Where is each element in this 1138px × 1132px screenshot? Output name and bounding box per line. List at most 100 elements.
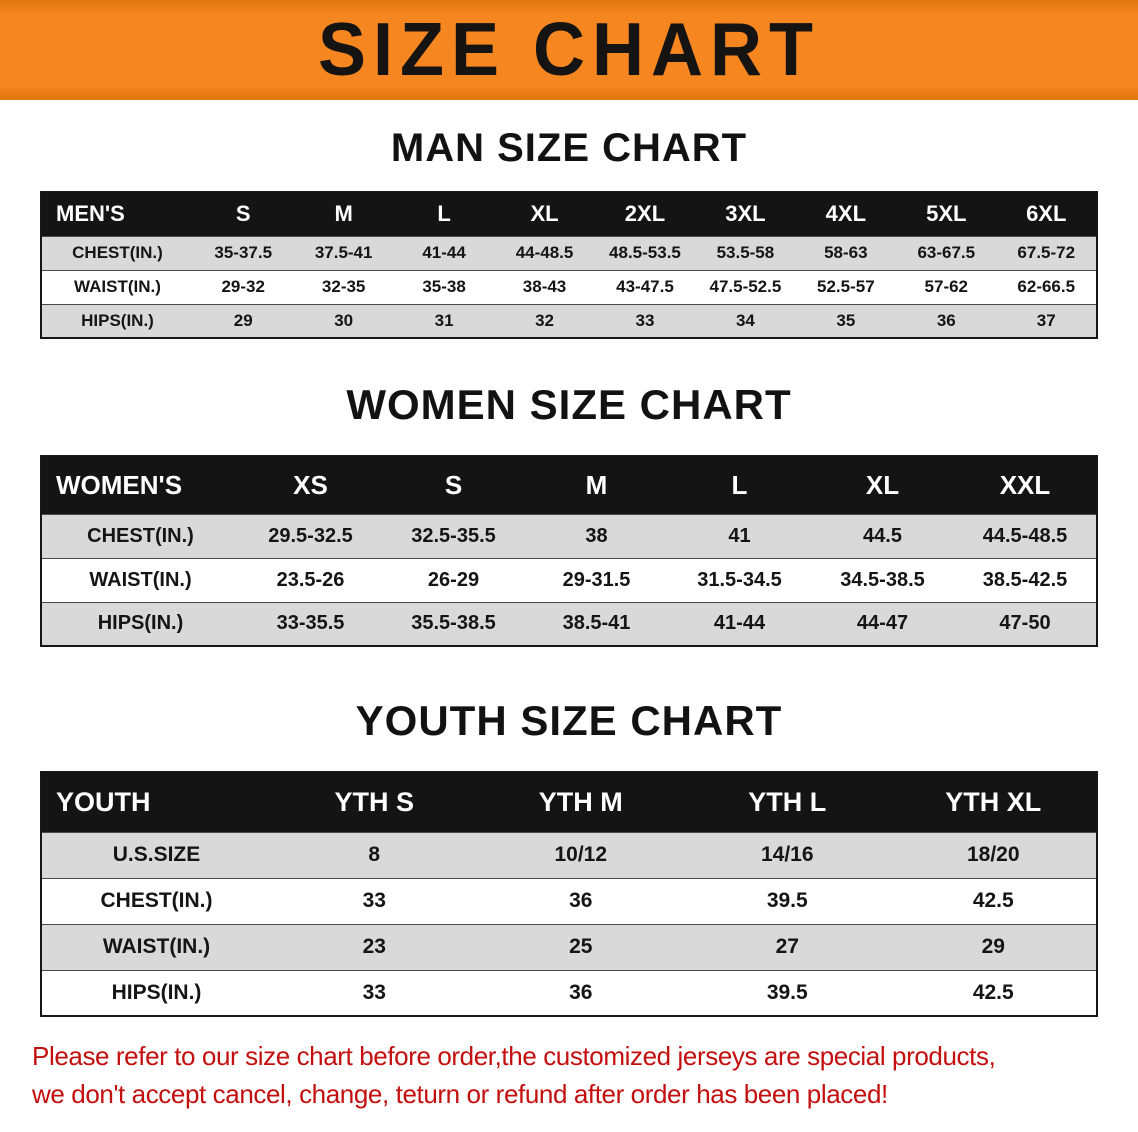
value-cell: 47-50 xyxy=(954,601,1097,646)
value-cell: 29 xyxy=(193,303,294,338)
value-cell: 25 xyxy=(477,923,684,970)
value-cell: 37.5-41 xyxy=(293,235,394,270)
value-cell: 38 xyxy=(525,513,668,558)
table-row: WAIST(IN.) 23 25 27 29 xyxy=(41,923,1097,970)
size-header-cell: M xyxy=(293,192,394,236)
value-cell: 57-62 xyxy=(896,269,997,304)
size-chart-banner: SIZE CHART xyxy=(0,0,1138,100)
value-cell: 39.5 xyxy=(684,969,891,1016)
table-row: WAIST(IN.) 29-32 32-35 35-38 38-43 43-47.5 47.… xyxy=(41,269,1097,304)
size-header-cell: S xyxy=(382,456,525,514)
size-header-cell: YTH XL xyxy=(890,772,1097,832)
table-row: CHEST(IN.) 35-37.5 37.5-41 41-44 44-48.5 48.5… xyxy=(41,235,1097,270)
row-label-cell: WAIST(IN.) xyxy=(41,557,239,602)
row-label-cell: U.S.SIZE xyxy=(41,831,271,878)
value-cell: 33-35.5 xyxy=(239,601,382,646)
women-size-table: WOMEN'S XS S M L XL XXL CHEST(IN.) 29.5-32.5 32.5… xyxy=(40,455,1098,647)
value-cell: 48.5-53.5 xyxy=(594,235,696,270)
row-label-cell: WAIST(IN.) xyxy=(41,269,193,304)
value-cell: 41-44 xyxy=(668,601,811,646)
value-cell: 14/16 xyxy=(684,831,891,878)
size-header-cell: YTH S xyxy=(271,772,478,832)
value-cell: 36 xyxy=(477,877,684,924)
size-header-cell: 2XL xyxy=(594,192,696,236)
value-cell: 33 xyxy=(594,303,696,338)
value-cell: 33 xyxy=(271,969,478,1016)
value-cell: 41 xyxy=(668,513,811,558)
value-cell: 52.5-57 xyxy=(795,269,897,304)
value-cell: 29 xyxy=(890,923,1097,970)
footnote: Please refer to our size chart before or… xyxy=(0,1037,1138,1113)
value-cell: 42.5 xyxy=(890,969,1097,1016)
value-cell: 26-29 xyxy=(382,557,525,602)
header-row: WOMEN'S XS S M L XL XXL xyxy=(41,456,1097,514)
value-cell: 43-47.5 xyxy=(594,269,696,304)
man-chart-heading: MAN SIZE CHART xyxy=(390,126,748,170)
value-cell: 53.5-58 xyxy=(695,235,796,270)
value-cell: 35-38 xyxy=(393,269,495,304)
banner-title: SIZE CHART xyxy=(318,8,820,93)
table-row: WAIST(IN.) 23.5-26 26-29 29-31.5 31.5-34.5 34… xyxy=(41,557,1097,602)
value-cell: 35-37.5 xyxy=(193,235,294,270)
value-cell: 33 xyxy=(271,877,478,924)
value-cell: 63-67.5 xyxy=(896,235,997,270)
value-cell: 67.5-72 xyxy=(996,235,1097,270)
value-cell: 23 xyxy=(271,923,478,970)
charts-main: MAN SIZE CHART MEN'S S M L XL 2XL 3XL 4XL 5XL 6XL… xyxy=(0,126,1138,1017)
value-cell: 62-66.5 xyxy=(996,269,1097,304)
table-row: CHEST(IN.) 33 36 39.5 42.5 xyxy=(41,877,1097,924)
value-cell: 44.5-48.5 xyxy=(954,513,1097,558)
size-header-cell: S xyxy=(193,192,294,236)
size-header-cell: 4XL xyxy=(795,192,897,236)
row-label-cell: CHEST(IN.) xyxy=(41,513,239,558)
value-cell: 10/12 xyxy=(477,831,684,878)
women-size-chart-section: WOMEN SIZE CHART WOMEN'S XS S M L XL XXL CHEST(… xyxy=(0,381,1138,647)
size-header-cell: YTH L xyxy=(684,772,891,832)
value-cell: 36 xyxy=(896,303,997,338)
row-label-cell: WAIST(IN.) xyxy=(41,923,271,970)
value-cell: 35.5-38.5 xyxy=(382,601,525,646)
value-cell: 44-47 xyxy=(811,601,954,646)
row-label-cell: CHEST(IN.) xyxy=(41,877,271,924)
size-header-cell: M xyxy=(525,456,668,514)
value-cell: 32-35 xyxy=(293,269,394,304)
women-chart-heading: WOMEN SIZE CHART xyxy=(346,381,792,428)
value-cell: 31 xyxy=(393,303,495,338)
size-header-cell: 6XL xyxy=(996,192,1097,236)
size-header-cell: XXL xyxy=(954,456,1097,514)
size-header-cell: XL xyxy=(494,192,595,236)
value-cell: 29.5-32.5 xyxy=(239,513,382,558)
value-cell: 47.5-52.5 xyxy=(695,269,796,304)
value-cell: 31.5-34.5 xyxy=(668,557,811,602)
value-cell: 18/20 xyxy=(890,831,1097,878)
footnote-line-2: we don't accept cancel, change, teturn o… xyxy=(32,1079,888,1109)
value-cell: 38.5-42.5 xyxy=(954,557,1097,602)
youth-size-chart-section: YOUTH SIZE CHART YOUTH YTH S YTH M YTH L YTH… xyxy=(0,697,1138,1017)
table-row: U.S.SIZE 8 10/12 14/16 18/20 xyxy=(41,831,1097,878)
value-cell: 38.5-41 xyxy=(525,601,668,646)
size-header-cell: XS xyxy=(239,456,382,514)
header-row: YOUTH YTH S YTH M YTH L YTH XL xyxy=(41,772,1097,832)
value-cell: 23.5-26 xyxy=(239,557,382,602)
value-cell: 44.5 xyxy=(811,513,954,558)
size-header-cell: 3XL xyxy=(695,192,796,236)
value-cell: 32.5-35.5 xyxy=(382,513,525,558)
size-header-cell: XL xyxy=(811,456,954,514)
value-cell: 37 xyxy=(996,303,1097,338)
value-cell: 38-43 xyxy=(494,269,595,304)
table-row: HIPS(IN.) 33-35.5 35.5-38.5 38.5-41 41-44 44-… xyxy=(41,601,1097,646)
value-cell: 42.5 xyxy=(890,877,1097,924)
value-cell: 27 xyxy=(684,923,891,970)
youth-chart-heading: YOUTH SIZE CHART xyxy=(355,697,783,744)
value-cell: 8 xyxy=(271,831,478,878)
value-cell: 29-31.5 xyxy=(525,557,668,602)
man-size-chart-section: MAN SIZE CHART MEN'S S M L XL 2XL 3XL 4XL 5XL 6XL… xyxy=(0,126,1138,339)
row-label-cell: HIPS(IN.) xyxy=(41,303,193,338)
youth-size-table: YOUTH YTH S YTH M YTH L YTH XL U.S.SIZE 8 10/12… xyxy=(40,771,1098,1017)
size-header-cell: 5XL xyxy=(896,192,997,236)
value-cell: 30 xyxy=(293,303,394,338)
value-cell: 41-44 xyxy=(393,235,495,270)
value-cell: 32 xyxy=(494,303,595,338)
table-title-cell: MEN'S xyxy=(41,192,193,236)
